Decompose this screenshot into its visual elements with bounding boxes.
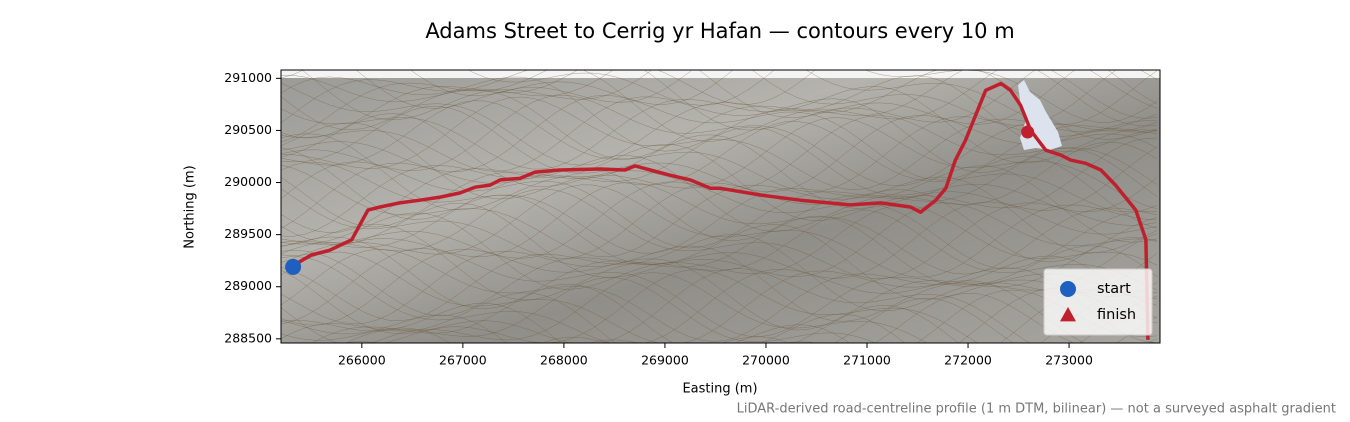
marker-circle [1060,281,1076,297]
contour [281,95,1158,187]
contour [281,202,1158,278]
contour [281,161,1158,254]
footnote: LiDAR-derived road-centreline profile (1… [737,402,1336,417]
contour [301,70,1158,126]
contours [281,70,1158,343]
contour [281,181,1158,270]
y-tick-label: 290000 [224,174,272,189]
x-axis-label: Easting (m) [682,382,757,397]
contour [281,137,1158,233]
contour [281,249,1158,342]
x-tick-label: 266000 [338,353,386,368]
contour [281,188,1158,279]
x-tick-label: 269000 [641,353,689,368]
legend-label: finish [1097,307,1136,323]
contour [281,268,1158,343]
route-line [292,81,1150,340]
legend-box [1043,268,1153,336]
contour [281,215,1158,310]
contour [345,277,1158,343]
contour [410,70,1158,119]
contour [281,184,1158,278]
contour [281,70,1158,142]
contour [281,86,1158,170]
x-tick-label: 270000 [742,353,790,368]
contour [281,155,1158,249]
contour [281,94,1158,181]
contour [281,134,1158,228]
contour [281,305,959,343]
contour [281,164,1158,258]
terrain [281,70,1160,343]
contour [281,182,1158,275]
x-tick-label: 273000 [1045,353,1093,368]
contour [281,204,1158,290]
contour [281,251,1158,343]
contour [281,224,1158,316]
contour [281,121,1158,213]
contour [281,289,1158,343]
y-tick-label: 288500 [224,330,272,345]
contour [281,182,1158,263]
y-tick-label: 290500 [224,122,272,137]
contour [281,75,1158,166]
contour [281,209,1158,301]
contour [281,236,1158,331]
contour [281,117,1158,210]
legend-label: start [1097,281,1131,297]
x-tick-label: 267000 [439,353,487,368]
contour [281,234,1158,322]
y-tick-label: 289000 [224,278,272,293]
contour [281,70,816,105]
contour [372,272,1158,343]
marker-triangle [1060,307,1076,322]
x-tick-label: 272000 [944,353,992,368]
finish-point [1021,125,1035,139]
contour [281,245,1158,337]
contour [281,96,1158,173]
y-axis-label: Northing (m) [183,165,198,248]
chart-title: Adams Street to Cerrig yr Hafan — contou… [425,19,1014,43]
contour [281,293,1075,343]
x-tick-label: 268000 [540,353,588,368]
contour [542,336,789,343]
contour [281,105,1158,193]
contour [281,148,1158,241]
contour [281,96,1158,190]
x-tick-label: 271000 [843,353,891,368]
contour [355,70,1158,123]
start-point [285,258,302,275]
plot-frame [280,69,1161,344]
contour [281,70,1117,131]
contour [281,233,1158,325]
contour [281,70,1158,152]
y-tick-label: 289500 [224,226,272,241]
contour [311,283,1158,343]
contour [281,70,1076,139]
contour [281,297,1014,343]
contour [281,256,1158,343]
y-tick-label: 291000 [224,70,272,85]
contour [281,126,1158,220]
contour [281,269,1158,343]
contour [281,70,1158,160]
no-data-strip [281,70,1160,78]
contour [281,141,1158,237]
contour [281,194,1158,279]
